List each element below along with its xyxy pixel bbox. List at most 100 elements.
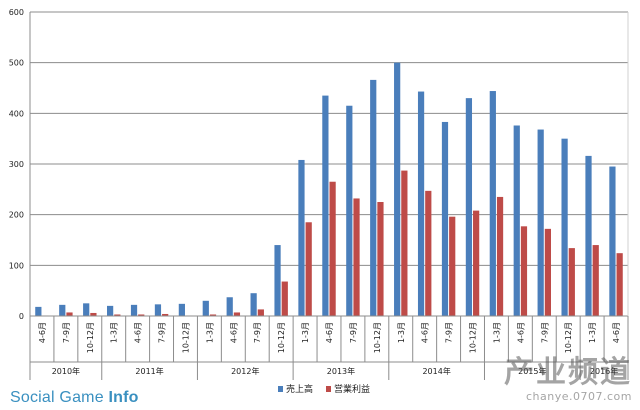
bar-sales: [59, 304, 66, 316]
x-tick-label: 10-12月: [86, 322, 95, 353]
bar-operating-profit: [425, 190, 432, 316]
bar-operating-profit: [281, 281, 288, 316]
x-tick-label: 10-12月: [181, 322, 190, 353]
x-tick-label: 10-12月: [469, 322, 478, 353]
bar-sales: [465, 98, 473, 316]
watermark: 产业频道 chanye.0707.com: [504, 355, 632, 404]
bar-sales: [274, 245, 281, 316]
year-group-label: 2010年: [52, 366, 80, 376]
year-group-label: 2014年: [422, 366, 450, 376]
bar-operating-profit: [520, 226, 528, 316]
bar-operating-profit: [377, 202, 384, 316]
bar-sales: [609, 166, 616, 316]
bar-sales: [178, 303, 185, 316]
bar-operating-profit: [162, 313, 169, 316]
year-group-label: 2016年: [590, 366, 618, 376]
year-group-label: 2013年: [327, 366, 355, 376]
legend: 売上高 営業利益: [278, 383, 370, 395]
y-tick-label: 500: [9, 59, 24, 68]
x-tick-label: 7-9月: [62, 322, 71, 343]
axes: 0 100 200 300 400 500 600 4-6月 7-9月 10-12月 1-3月 4-6…: [9, 8, 629, 380]
bar-operating-profit: [329, 181, 336, 316]
y-tick-label: 100: [9, 261, 24, 270]
bar-sales: [154, 304, 162, 316]
x-tick-label: 1-3月: [588, 322, 597, 343]
legend-label: 営業利益: [334, 383, 370, 395]
watermark-sub: chanye.0707.com: [526, 390, 632, 403]
bar-operating-profit: [568, 248, 575, 316]
x-tick-label: 1-3月: [492, 322, 501, 343]
year-group-label: 2012年: [231, 366, 259, 376]
y-tick-label: 0: [19, 312, 24, 321]
x-tick-label: 10-12月: [277, 322, 286, 353]
x-tick-label: 4-6月: [325, 322, 334, 343]
x-tick-label: 7-9月: [349, 322, 358, 343]
bar-operating-profit: [66, 312, 73, 316]
x-tick-label: 4-6月: [516, 322, 525, 343]
bar-sales: [226, 297, 233, 316]
watermark-main: 产业频道: [504, 355, 632, 390]
x-tick-label: 4-6月: [612, 322, 621, 343]
x-tick-label: 1-3月: [301, 322, 310, 343]
bar-operating-profit: [401, 170, 408, 316]
bar-sales: [441, 121, 449, 317]
bar-sales: [513, 125, 520, 316]
bar-sales: [130, 304, 138, 316]
x-tick-label: 4-6月: [229, 322, 238, 343]
brand-logo: Social Game Info: [10, 389, 139, 407]
bar-operating-profit: [114, 314, 121, 316]
y-tick-label: 200: [9, 211, 24, 220]
bar-sales: [417, 91, 425, 317]
bar-sales: [346, 105, 353, 316]
x-tick-label: 1-3月: [110, 322, 119, 343]
x-tick-label: 7-9月: [445, 322, 454, 343]
x-tick-label: 10-12月: [373, 322, 382, 353]
bar-sales: [537, 129, 544, 316]
brand-text-a: Social Game: [10, 389, 109, 406]
legend-swatch: [326, 386, 331, 392]
bar-operating-profit: [473, 210, 480, 316]
bar-sales: [489, 91, 496, 316]
y-tick-label: 600: [9, 8, 24, 17]
bar-operating-profit: [592, 245, 599, 316]
x-tick-label: 10-12月: [564, 322, 573, 353]
x-tick-label: 1-3月: [397, 322, 406, 343]
legend-swatch: [278, 386, 283, 392]
year-group-label: 2015年: [518, 366, 546, 376]
gridlines: [30, 11, 628, 266]
y-tick-label: 300: [9, 160, 24, 169]
bar-operating-profit: [233, 312, 241, 316]
bar-sales: [250, 293, 257, 316]
bar-sales: [35, 306, 42, 316]
x-tick-label: 4-6月: [38, 322, 47, 343]
bar-sales: [202, 300, 209, 316]
bar-sales: [561, 138, 568, 316]
bar-operating-profit: [449, 216, 456, 316]
x-tick-label: 7-9月: [253, 322, 262, 343]
x-tick-label: 1-3月: [205, 322, 214, 343]
bar-operating-profit: [209, 314, 217, 316]
bar-operating-profit: [90, 312, 97, 316]
legend-label: 売上高: [286, 383, 313, 395]
x-tick-label: 7-9月: [158, 322, 167, 343]
x-tick-label: 7-9月: [540, 322, 549, 343]
bar-sales: [585, 155, 592, 316]
y-tick-label: 400: [9, 109, 24, 118]
bars: [35, 62, 623, 317]
x-tick-label: 4-6月: [421, 322, 430, 343]
bar-sales: [298, 159, 305, 316]
x-tick-label: 4-6月: [134, 322, 143, 343]
bar-sales: [394, 62, 401, 316]
bar-operating-profit: [257, 309, 264, 316]
bar-sales: [322, 95, 329, 316]
bar-sales: [370, 79, 377, 316]
bar-operating-profit: [138, 314, 145, 316]
bar-operating-profit: [305, 222, 312, 316]
brand-text-b: Info: [108, 389, 139, 406]
bar-operating-profit: [496, 196, 504, 316]
bar-operating-profit: [353, 198, 360, 316]
bar-sales: [83, 303, 90, 316]
year-group-label: 2011年: [135, 366, 163, 376]
bar-sales: [107, 305, 114, 316]
